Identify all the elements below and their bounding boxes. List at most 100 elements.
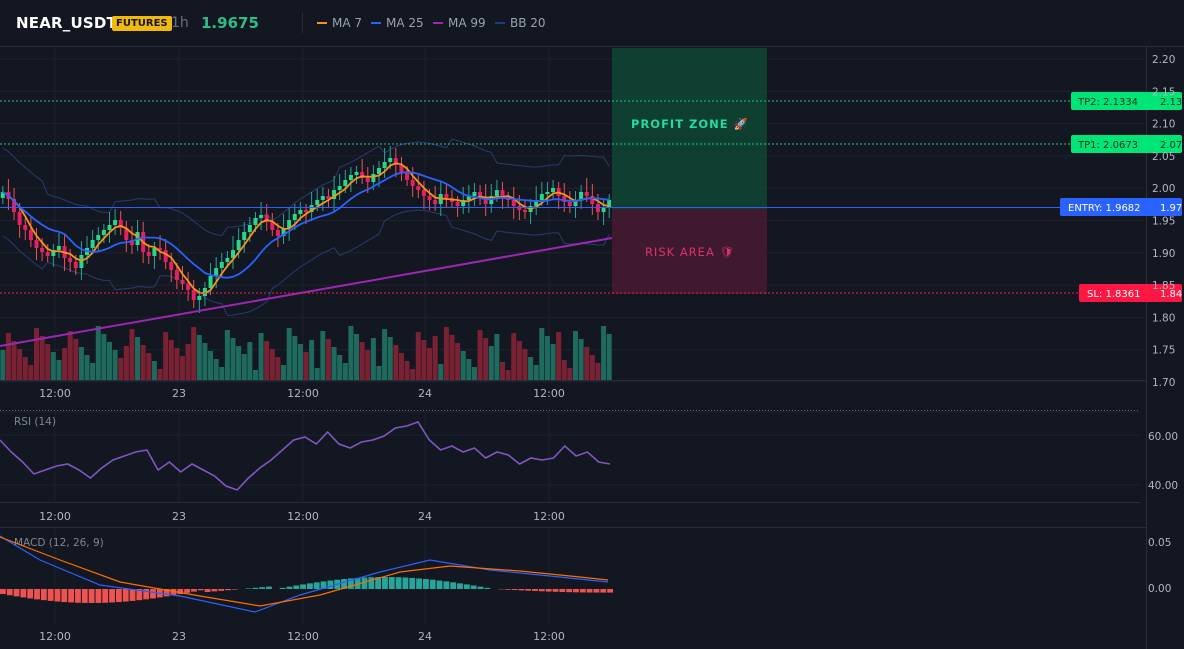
candle[interactable] [405, 172, 410, 180]
candle[interactable] [118, 220, 123, 228]
candle[interactable] [365, 178, 370, 182]
candle[interactable] [472, 192, 477, 196]
candlesticks[interactable] [0, 146, 612, 313]
candle[interactable] [539, 194, 544, 200]
candle[interactable] [163, 250, 168, 262]
candle[interactable] [152, 248, 157, 256]
candle[interactable] [337, 186, 342, 190]
symbol-name[interactable]: NEAR_USDT [16, 14, 117, 32]
candle[interactable] [90, 240, 95, 248]
candle[interactable] [146, 252, 151, 256]
candle[interactable] [202, 288, 207, 296]
candle[interactable] [28, 230, 33, 240]
candle[interactable] [129, 240, 134, 245]
candle[interactable] [281, 228, 286, 236]
candle[interactable] [56, 246, 61, 250]
profit-zone-box[interactable] [612, 48, 767, 209]
time-axis[interactable]: 12:00 23 12:00 24 12:00 12:00 23 12:00 24 12:00 12… [39, 387, 565, 643]
candle[interactable] [208, 276, 213, 288]
candle[interactable] [343, 180, 348, 186]
candle[interactable] [225, 258, 230, 262]
candle[interactable] [298, 210, 303, 214]
candle[interactable] [410, 180, 415, 186]
candle[interactable] [500, 190, 505, 198]
candle[interactable] [433, 200, 438, 204]
candle[interactable] [444, 194, 449, 198]
candle[interactable] [590, 196, 595, 204]
candle[interactable] [107, 225, 112, 230]
candle[interactable] [455, 202, 460, 206]
candle[interactable] [522, 210, 527, 212]
legend-ma7[interactable]: MA 7 [317, 16, 362, 30]
candle[interactable] [584, 192, 589, 196]
timeframe-label[interactable]: 1h [171, 15, 189, 31]
candle[interactable] [68, 258, 73, 262]
candle[interactable] [169, 262, 174, 270]
candle[interactable] [567, 202, 572, 206]
candle[interactable] [214, 268, 219, 276]
candle[interactable] [231, 250, 236, 258]
candle[interactable] [466, 196, 471, 200]
candle[interactable] [158, 248, 163, 250]
candle[interactable] [348, 175, 353, 180]
candle[interactable] [601, 208, 606, 212]
candle[interactable] [534, 200, 539, 206]
candle[interactable] [511, 200, 516, 206]
candle[interactable] [242, 232, 247, 240]
candle[interactable] [191, 290, 196, 300]
candle[interactable] [17, 212, 22, 225]
candle[interactable] [551, 188, 556, 192]
candle[interactable] [264, 215, 269, 222]
candle[interactable] [562, 196, 567, 202]
risk-area-box[interactable] [612, 209, 767, 294]
candle[interactable] [40, 248, 45, 252]
candle[interactable] [309, 205, 314, 212]
legend-ma99[interactable]: MA 99 [433, 16, 486, 30]
entry-tag[interactable]: ENTRY: 1.9682 1.97 [1060, 198, 1182, 216]
candle[interactable] [12, 199, 17, 212]
price-axis[interactable]: 2.20 2.15 2.10 2.05 2.00 1.95 1.90 1.85 1.80 1.75… [1152, 54, 1175, 389]
candle[interactable] [545, 192, 550, 194]
candle[interactable] [494, 190, 499, 196]
candle[interactable] [478, 192, 483, 198]
candle[interactable] [51, 250, 56, 256]
candle[interactable] [96, 235, 101, 240]
candle[interactable] [292, 214, 297, 220]
candle[interactable] [326, 196, 331, 199]
candle[interactable] [332, 190, 337, 199]
candle[interactable] [186, 284, 191, 290]
sl-tag[interactable]: SL: 1.8361 1.84 [1079, 284, 1182, 302]
candle[interactable] [483, 198, 488, 204]
candle[interactable] [416, 186, 421, 190]
candle[interactable] [101, 230, 106, 235]
candle[interactable] [320, 196, 325, 200]
candle[interactable] [393, 158, 398, 165]
candle[interactable] [315, 200, 320, 205]
candle[interactable] [376, 168, 381, 174]
candle[interactable] [421, 190, 426, 196]
candle[interactable] [427, 196, 432, 200]
tp2-tag[interactable]: TP2: 2.1334 2.13 [1071, 92, 1182, 110]
candle[interactable] [360, 172, 365, 178]
candle[interactable] [197, 296, 202, 300]
candle[interactable] [275, 230, 280, 236]
candle[interactable] [270, 222, 275, 230]
candle[interactable] [253, 218, 258, 225]
candle[interactable] [180, 280, 185, 284]
candle[interactable] [399, 165, 404, 172]
candle[interactable] [247, 225, 252, 232]
candle[interactable] [0, 192, 5, 198]
legend-ma25[interactable]: MA 25 [371, 16, 424, 30]
tp1-tag[interactable]: TP1: 2.0673 2.07 [1071, 135, 1182, 153]
candle[interactable] [219, 262, 224, 268]
candle[interactable] [382, 162, 387, 168]
candle[interactable] [45, 252, 50, 256]
candle[interactable] [607, 200, 612, 208]
candle[interactable] [354, 172, 359, 175]
candle[interactable] [371, 174, 376, 182]
candle[interactable] [124, 228, 129, 240]
candle[interactable] [73, 262, 78, 268]
candle[interactable] [236, 240, 241, 250]
candle[interactable] [34, 240, 39, 248]
candle[interactable] [174, 270, 179, 280]
